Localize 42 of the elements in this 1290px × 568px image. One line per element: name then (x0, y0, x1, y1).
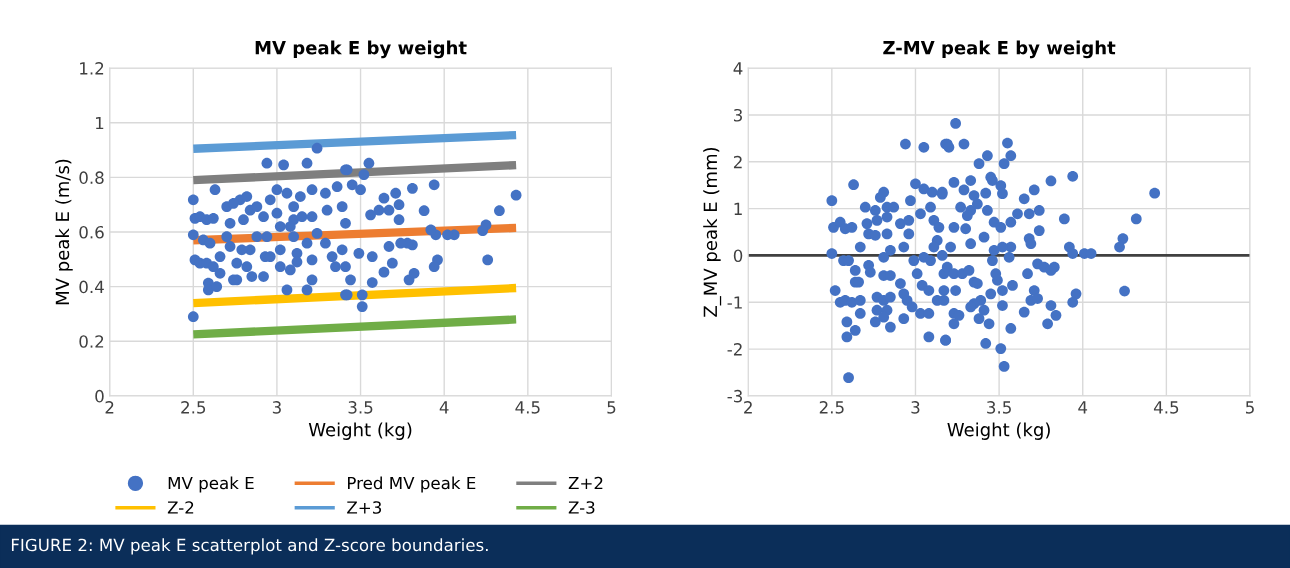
x-tick-label: 4.5 (515, 401, 540, 414)
y-tick-label: -1 (727, 296, 742, 309)
y-tick-label: 0.6 (79, 225, 104, 239)
y-tick-label: -3 (727, 389, 742, 403)
legend-label: Z+2 (568, 476, 603, 490)
y-tick-label: 4 (733, 62, 743, 75)
y-tick-label: 1.2 (80, 62, 104, 75)
x-tick-label: 2 (105, 401, 114, 414)
x-tick-label: 3 (911, 401, 920, 414)
x-tick-label: 2.5 (819, 401, 844, 414)
x-tick-label: 4 (1078, 401, 1088, 414)
x-tick-label: 5 (607, 401, 616, 414)
y-tick-label: 0.2 (79, 335, 104, 348)
x-tick-label: 2 (744, 401, 752, 414)
y-tick-label: 1 (734, 202, 742, 215)
y-axis-title: Z_MV peak E (mm) (703, 147, 722, 317)
legend-label: Z+3 (347, 501, 382, 514)
y-tick-label: 0.8 (79, 171, 104, 184)
x-tick-label: 3 (272, 401, 281, 414)
legend-label: Z-3 (568, 501, 595, 514)
x-axis-title: Weight (kg) (308, 422, 412, 440)
x-tick-label: 3.5 (987, 401, 1011, 414)
y-tick-label: 0.4 (79, 280, 104, 294)
x-tick-label: 4 (439, 401, 449, 414)
legend-label: Pred MV peak E (348, 476, 476, 493)
y-axis-title: MV peak E (m/s) (55, 159, 73, 305)
y-tick-label: 1 (96, 116, 104, 130)
y-tick-label: 0 (95, 389, 104, 403)
y-tick-label: 0 (733, 249, 743, 263)
y-tick-label: 2 (733, 155, 742, 169)
x-tick-label: 5 (1245, 401, 1254, 414)
legend-label: MV peak E (168, 476, 254, 493)
x-tick-label: 4.5 (1153, 401, 1179, 414)
y-tick-label: 3 (734, 108, 742, 122)
chart-title: Z-MV peak E by weight (883, 40, 1116, 59)
y-tick-label: -2 (727, 343, 742, 356)
legend-label: Z-2 (167, 501, 194, 514)
x-tick-label: 3.5 (348, 401, 373, 414)
x-axis-title: Weight (kg) (947, 422, 1050, 440)
chart-title: MV peak E by weight (255, 40, 467, 59)
x-tick-label: 2.5 (181, 401, 206, 414)
caption: FIGURE 2: MV peak E scatterplot and Z-score boundaries. (11, 538, 488, 555)
